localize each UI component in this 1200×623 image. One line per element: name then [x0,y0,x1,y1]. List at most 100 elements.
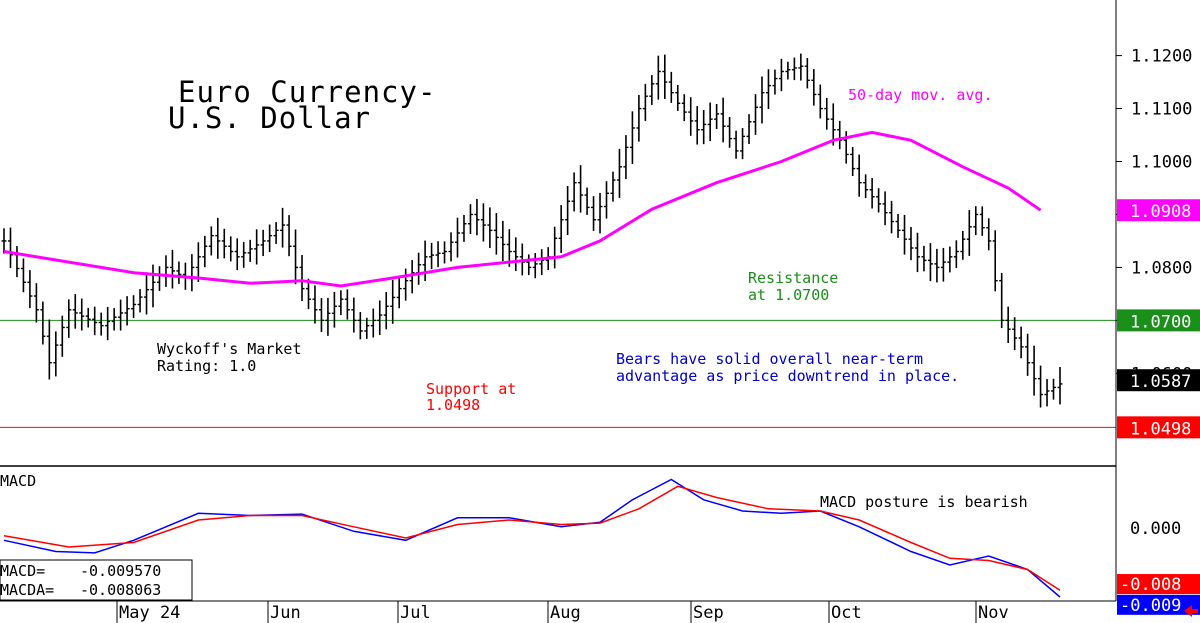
price-bar [260,229,266,257]
price-bar [480,203,486,242]
price-bar [92,306,98,336]
price-bar [714,104,720,129]
price-bar [467,204,473,235]
support-annotation-line-1: Support at [426,380,516,398]
rating-line-2: Rating: 1.0 [157,357,256,375]
month-label: May 24 [119,603,180,623]
price-bar [953,240,959,269]
price-badge [1117,416,1200,439]
price-bar [111,308,117,331]
price-bar [1051,378,1057,400]
price-bar [14,246,20,278]
price-bar [960,230,966,260]
price-bar [53,331,59,377]
price-bar [351,297,357,333]
rating-line-1: Wyckoff's Market [157,340,302,358]
price-bar [72,294,78,329]
price-bar [727,117,733,148]
price-bar [584,187,590,215]
price-bar [992,230,998,292]
macd-badges: -0.008-0.009 [1117,574,1200,616]
price-bar [558,205,564,253]
price-bar [979,206,985,236]
price-bar [578,165,584,213]
price-bar [824,98,830,130]
scroll-left-arrow-icon[interactable] [1184,605,1198,617]
price-bar [79,298,85,331]
price-bar [344,289,350,320]
price-bar [817,84,823,119]
price-bar [27,270,33,309]
macda-readout-value: -0.008063 [80,581,161,599]
month-label: Sep [693,603,724,623]
price-bar [305,278,311,310]
price-bar [7,227,13,269]
price-bar [331,291,337,328]
price-bar [655,55,661,100]
price-bar [629,111,635,165]
price-bar [707,102,713,142]
price-bar [435,241,441,268]
price-badge-label: 1.0498 [1130,419,1191,439]
price-bar [701,110,707,145]
price-bar [1057,366,1063,405]
resistance-annotation-line-2: at 1.0700 [748,286,829,304]
price-bar [66,299,72,338]
price-bar [390,279,396,324]
commentary-line-2: advantage as price downtrend in place. [616,367,959,385]
price-bar [597,192,603,234]
price-bar [416,252,422,285]
price-bar [299,255,305,302]
price-bar [1025,333,1031,376]
price-bar [267,224,273,253]
price-bar [526,254,532,276]
price-tick-label: 1.1100 [1131,100,1192,120]
price-bar [623,135,629,180]
month-label: Oct [831,603,862,623]
macd-badge-label: -0.008 [1120,575,1181,595]
price-badges: 1.0908 1.0700 1.0587 1.0498 [1117,199,1200,439]
price-bar [461,214,467,242]
price-bar [765,69,771,110]
price-bar [105,306,111,341]
chart-title-line-2: U.S. Dollar [168,101,371,135]
macd-comment: MACD posture is bearish [820,493,1028,511]
month-label: Jun [270,603,301,623]
macd-zero-label: 0.000 [1130,519,1181,539]
price-bar [286,215,292,257]
price-bar [791,57,797,81]
price-bar [811,69,817,106]
price-bar [169,249,175,289]
price-bar [778,58,784,92]
price-bar [189,254,195,292]
price-bar [940,247,946,282]
price-bar [59,315,65,357]
price-badge [1117,309,1200,332]
price-bar [448,232,454,262]
price-bar [474,198,480,236]
price-bar [1044,379,1050,407]
price-bar [947,246,953,273]
price-bar [694,106,700,145]
price-bar [241,241,247,268]
price-bar [318,298,324,333]
price-bar [999,272,1005,329]
macda-readout-label: MACDA= [0,581,54,599]
price-bar [772,69,778,95]
price-bar [662,54,668,99]
price-bar [493,213,499,255]
price-bar [1005,306,1011,343]
price-bar [616,148,622,198]
price-bar [273,222,279,244]
price-bar [500,220,506,261]
price-bar [759,76,765,124]
price-bar [364,317,370,339]
commentary-line-1: Bears have solid overall near-term [616,350,923,368]
price-bar [863,174,869,199]
price-bar [740,128,746,160]
price-bar [908,226,914,261]
macd-readout-box [0,559,193,601]
price-bar [720,97,726,143]
price-bar [636,94,642,142]
price-bar [1,228,7,254]
